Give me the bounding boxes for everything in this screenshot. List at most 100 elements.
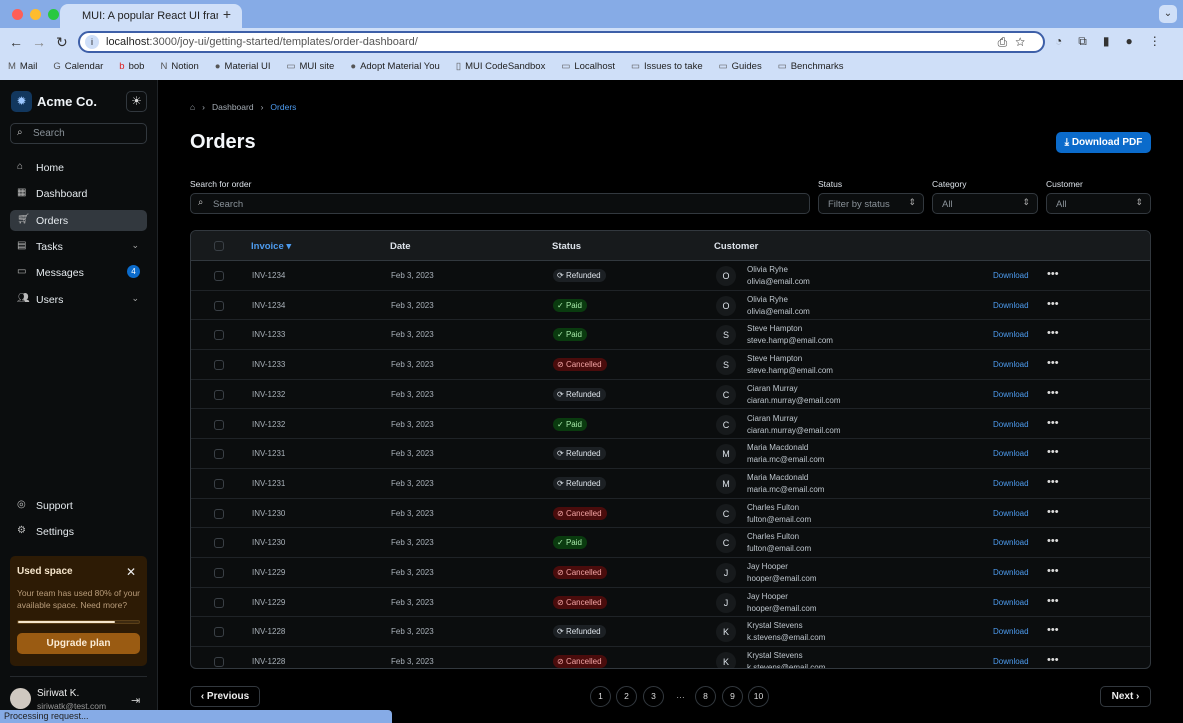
previous-page-button[interactable]: ‹ Previous	[190, 686, 260, 707]
more-options-icon[interactable]: •••	[1047, 654, 1059, 667]
theme-toggle-sun-icon[interactable]: ☀	[126, 91, 147, 112]
download-pdf-button[interactable]: ⤓ Download PDF	[1056, 132, 1151, 153]
download-link[interactable]: Download	[993, 538, 1029, 548]
column-invoice[interactable]: Invoice ▾	[251, 241, 292, 252]
more-options-icon[interactable]: •••	[1047, 386, 1059, 399]
download-link[interactable]: Download	[993, 568, 1029, 577]
sidebar-search-input[interactable]: ⌕ Search	[10, 123, 147, 144]
table-row[interactable]: INV-1232 Feb 3, 2023 ⟳ Refunded C Ciaran…	[191, 380, 1150, 410]
tab-search-button[interactable]: ⌄	[1159, 5, 1177, 23]
new-tab-button[interactable]: +	[218, 6, 236, 24]
bookmark[interactable]: M Mail	[8, 61, 38, 72]
row-checkbox[interactable]	[214, 389, 224, 400]
download-link[interactable]: Download	[993, 419, 1029, 429]
row-checkbox[interactable]	[214, 449, 224, 460]
download-link[interactable]: Download	[993, 389, 1029, 399]
sidebar-item-dashboard[interactable]: ▦ Dashboard	[10, 183, 147, 204]
download-link[interactable]: Download	[993, 360, 1029, 370]
bookmark[interactable]: ▭ Benchmarks	[777, 61, 844, 72]
address-bar[interactable]: i localhost:3000/joy-ui/getting-started/…	[78, 31, 1045, 53]
more-options-icon[interactable]: •••	[1047, 594, 1059, 607]
page-2[interactable]: 2	[616, 686, 637, 707]
page-3[interactable]: 3	[643, 686, 664, 707]
chevron-down-icon[interactable]: ⌄	[131, 293, 139, 303]
sidebar-item-users[interactable]: 👥︎ Users ⌄	[10, 289, 147, 310]
download-link[interactable]: Download	[993, 330, 1029, 340]
download-link[interactable]: Download	[993, 657, 1029, 667]
site-info-icon[interactable]: i	[85, 35, 99, 49]
window-controls[interactable]	[12, 9, 59, 20]
more-options-icon[interactable]: •••	[1047, 535, 1059, 548]
download-link[interactable]: Download	[993, 597, 1029, 607]
sidebar-item-orders[interactable]: 🛒︎ Orders	[10, 210, 147, 231]
extension-icons[interactable]: ◔ ⧉ ▮ ● ⋮	[1055, 34, 1161, 48]
bookmark-star-icon[interactable]: ⎙☆	[997, 35, 1033, 49]
next-page-button[interactable]: Next ›	[1100, 686, 1151, 707]
bookmark[interactable]: ● Adopt Material You	[350, 61, 440, 72]
row-checkbox[interactable]	[214, 330, 224, 341]
bookmark[interactable]: ▭ Issues to take	[631, 61, 703, 72]
page-8[interactable]: 8	[695, 686, 716, 707]
sidebar-item-support[interactable]: ◎ Support	[10, 495, 147, 516]
more-options-icon[interactable]: •••	[1047, 565, 1059, 577]
more-options-icon[interactable]: •••	[1047, 475, 1059, 488]
category-select[interactable]: All ⇕	[932, 193, 1038, 214]
table-row[interactable]: INV-1231 Feb 3, 2023 ⟳ Refunded M Maria …	[191, 469, 1150, 499]
more-options-icon[interactable]: •••	[1047, 357, 1059, 370]
download-link[interactable]: Download	[993, 449, 1029, 459]
more-options-icon[interactable]: •••	[1047, 416, 1059, 429]
bookmark[interactable]: G Calendar	[53, 61, 104, 72]
row-checkbox[interactable]	[214, 360, 224, 371]
row-checkbox[interactable]	[214, 300, 224, 311]
reload-icon[interactable]: ↻	[56, 34, 68, 50]
bookmark[interactable]: ▭ MUI site	[286, 61, 335, 72]
bookmark[interactable]: ▭ Localhost	[561, 61, 615, 72]
row-checkbox[interactable]	[214, 271, 224, 281]
home-icon[interactable]: ⌂	[190, 102, 196, 112]
sidebar-item-home[interactable]: ⌂ Home	[10, 157, 147, 178]
forward-icon[interactable]: →	[32, 34, 46, 50]
download-link[interactable]: Download	[993, 627, 1029, 637]
sidebar-item-messages[interactable]: ▭ Messages 4	[10, 262, 147, 283]
table-row[interactable]: INV-1229 Feb 3, 2023 ⊘ Cancelled J Jay H…	[191, 558, 1150, 588]
more-options-icon[interactable]: •••	[1047, 446, 1059, 459]
more-options-icon[interactable]: •••	[1047, 268, 1059, 280]
row-checkbox[interactable]	[214, 538, 224, 549]
more-options-icon[interactable]: •••	[1047, 327, 1059, 340]
browser-tab[interactable]: MUI: A popular React UI fram✕	[60, 4, 242, 28]
download-link[interactable]: Download	[993, 300, 1029, 310]
row-checkbox[interactable]	[214, 657, 224, 668]
row-checkbox[interactable]	[214, 478, 224, 489]
more-options-icon[interactable]: •••	[1047, 505, 1059, 518]
table-row[interactable]: INV-1231 Feb 3, 2023 ⟳ Refunded M Maria …	[191, 439, 1150, 469]
row-checkbox[interactable]	[214, 597, 224, 608]
bookmark[interactable]: ▯ MUI CodeSandbox	[455, 61, 546, 72]
back-icon[interactable]: ←	[9, 34, 23, 50]
table-row[interactable]: INV-1230 Feb 3, 2023 ⊘ Cancelled C Charl…	[191, 499, 1150, 529]
select-all-checkbox[interactable]	[214, 241, 224, 251]
logout-icon[interactable]: ⇥	[131, 695, 141, 707]
row-checkbox[interactable]	[214, 419, 224, 430]
download-link[interactable]: Download	[993, 508, 1029, 518]
row-checkbox[interactable]	[214, 627, 224, 638]
table-row[interactable]: INV-1233 Feb 3, 2023 ✓ Paid S Steve Hamp…	[191, 320, 1150, 351]
status-select[interactable]: Filter by status ⇕	[818, 193, 924, 214]
download-link[interactable]: Download	[993, 478, 1029, 488]
order-search-input[interactable]: ⌕ Search	[190, 193, 810, 214]
chevron-down-icon[interactable]: ⌄	[131, 240, 139, 250]
table-row[interactable]: INV-1228 Feb 3, 2023 ⟳ Refunded K Krysta…	[191, 617, 1150, 648]
table-row[interactable]: INV-1234 Feb 3, 2023 ⟳ Refunded O Olivia…	[191, 261, 1150, 291]
page-10[interactable]: 10	[748, 686, 769, 707]
bookmark[interactable]: b bob	[119, 61, 145, 72]
row-checkbox[interactable]	[214, 568, 224, 578]
table-row[interactable]: INV-1229 Feb 3, 2023 ⊘ Cancelled J Jay H…	[191, 588, 1150, 618]
sidebar-item-tasks[interactable]: ▤ Tasks ⌄	[10, 236, 147, 257]
table-row[interactable]: INV-1230 Feb 3, 2023 ✓ Paid C Charles Fu…	[191, 528, 1150, 558]
page-9[interactable]: 9	[722, 686, 743, 707]
more-options-icon[interactable]: •••	[1047, 297, 1059, 310]
table-row[interactable]: INV-1232 Feb 3, 2023 ✓ Paid C Ciaran Mur…	[191, 410, 1150, 440]
table-row[interactable]: INV-1234 Feb 3, 2023 ✓ Paid O Olivia Ryh…	[191, 291, 1150, 321]
download-link[interactable]: Download	[993, 271, 1029, 280]
bookmark[interactable]: N Notion	[160, 61, 199, 72]
bookmark[interactable]: ● Material UI	[214, 61, 271, 72]
